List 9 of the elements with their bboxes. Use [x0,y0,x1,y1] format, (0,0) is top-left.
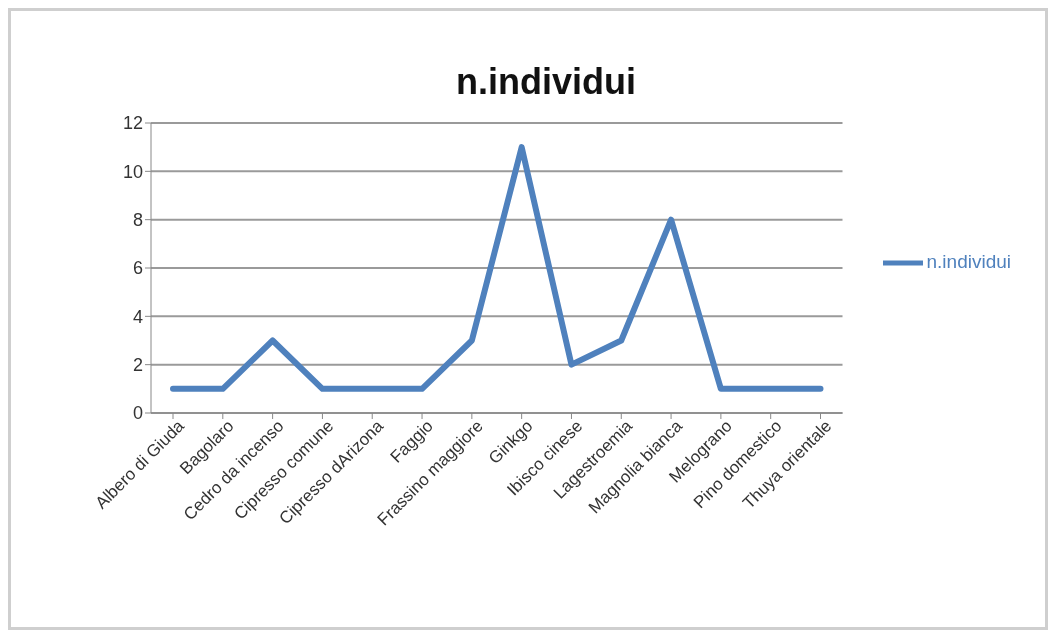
chart-title: n.individui [455,61,637,103]
y-tick-label: 6 [132,258,143,279]
y-tick-label: 12 [122,113,143,134]
y-tick-label: 4 [132,306,143,327]
y-tick-label: 0 [132,403,143,424]
legend-label: n.individui [926,251,1011,273]
y-tick-label: 10 [122,161,143,182]
y-tick-label: 2 [132,355,143,376]
y-tick-label: 8 [132,210,143,231]
